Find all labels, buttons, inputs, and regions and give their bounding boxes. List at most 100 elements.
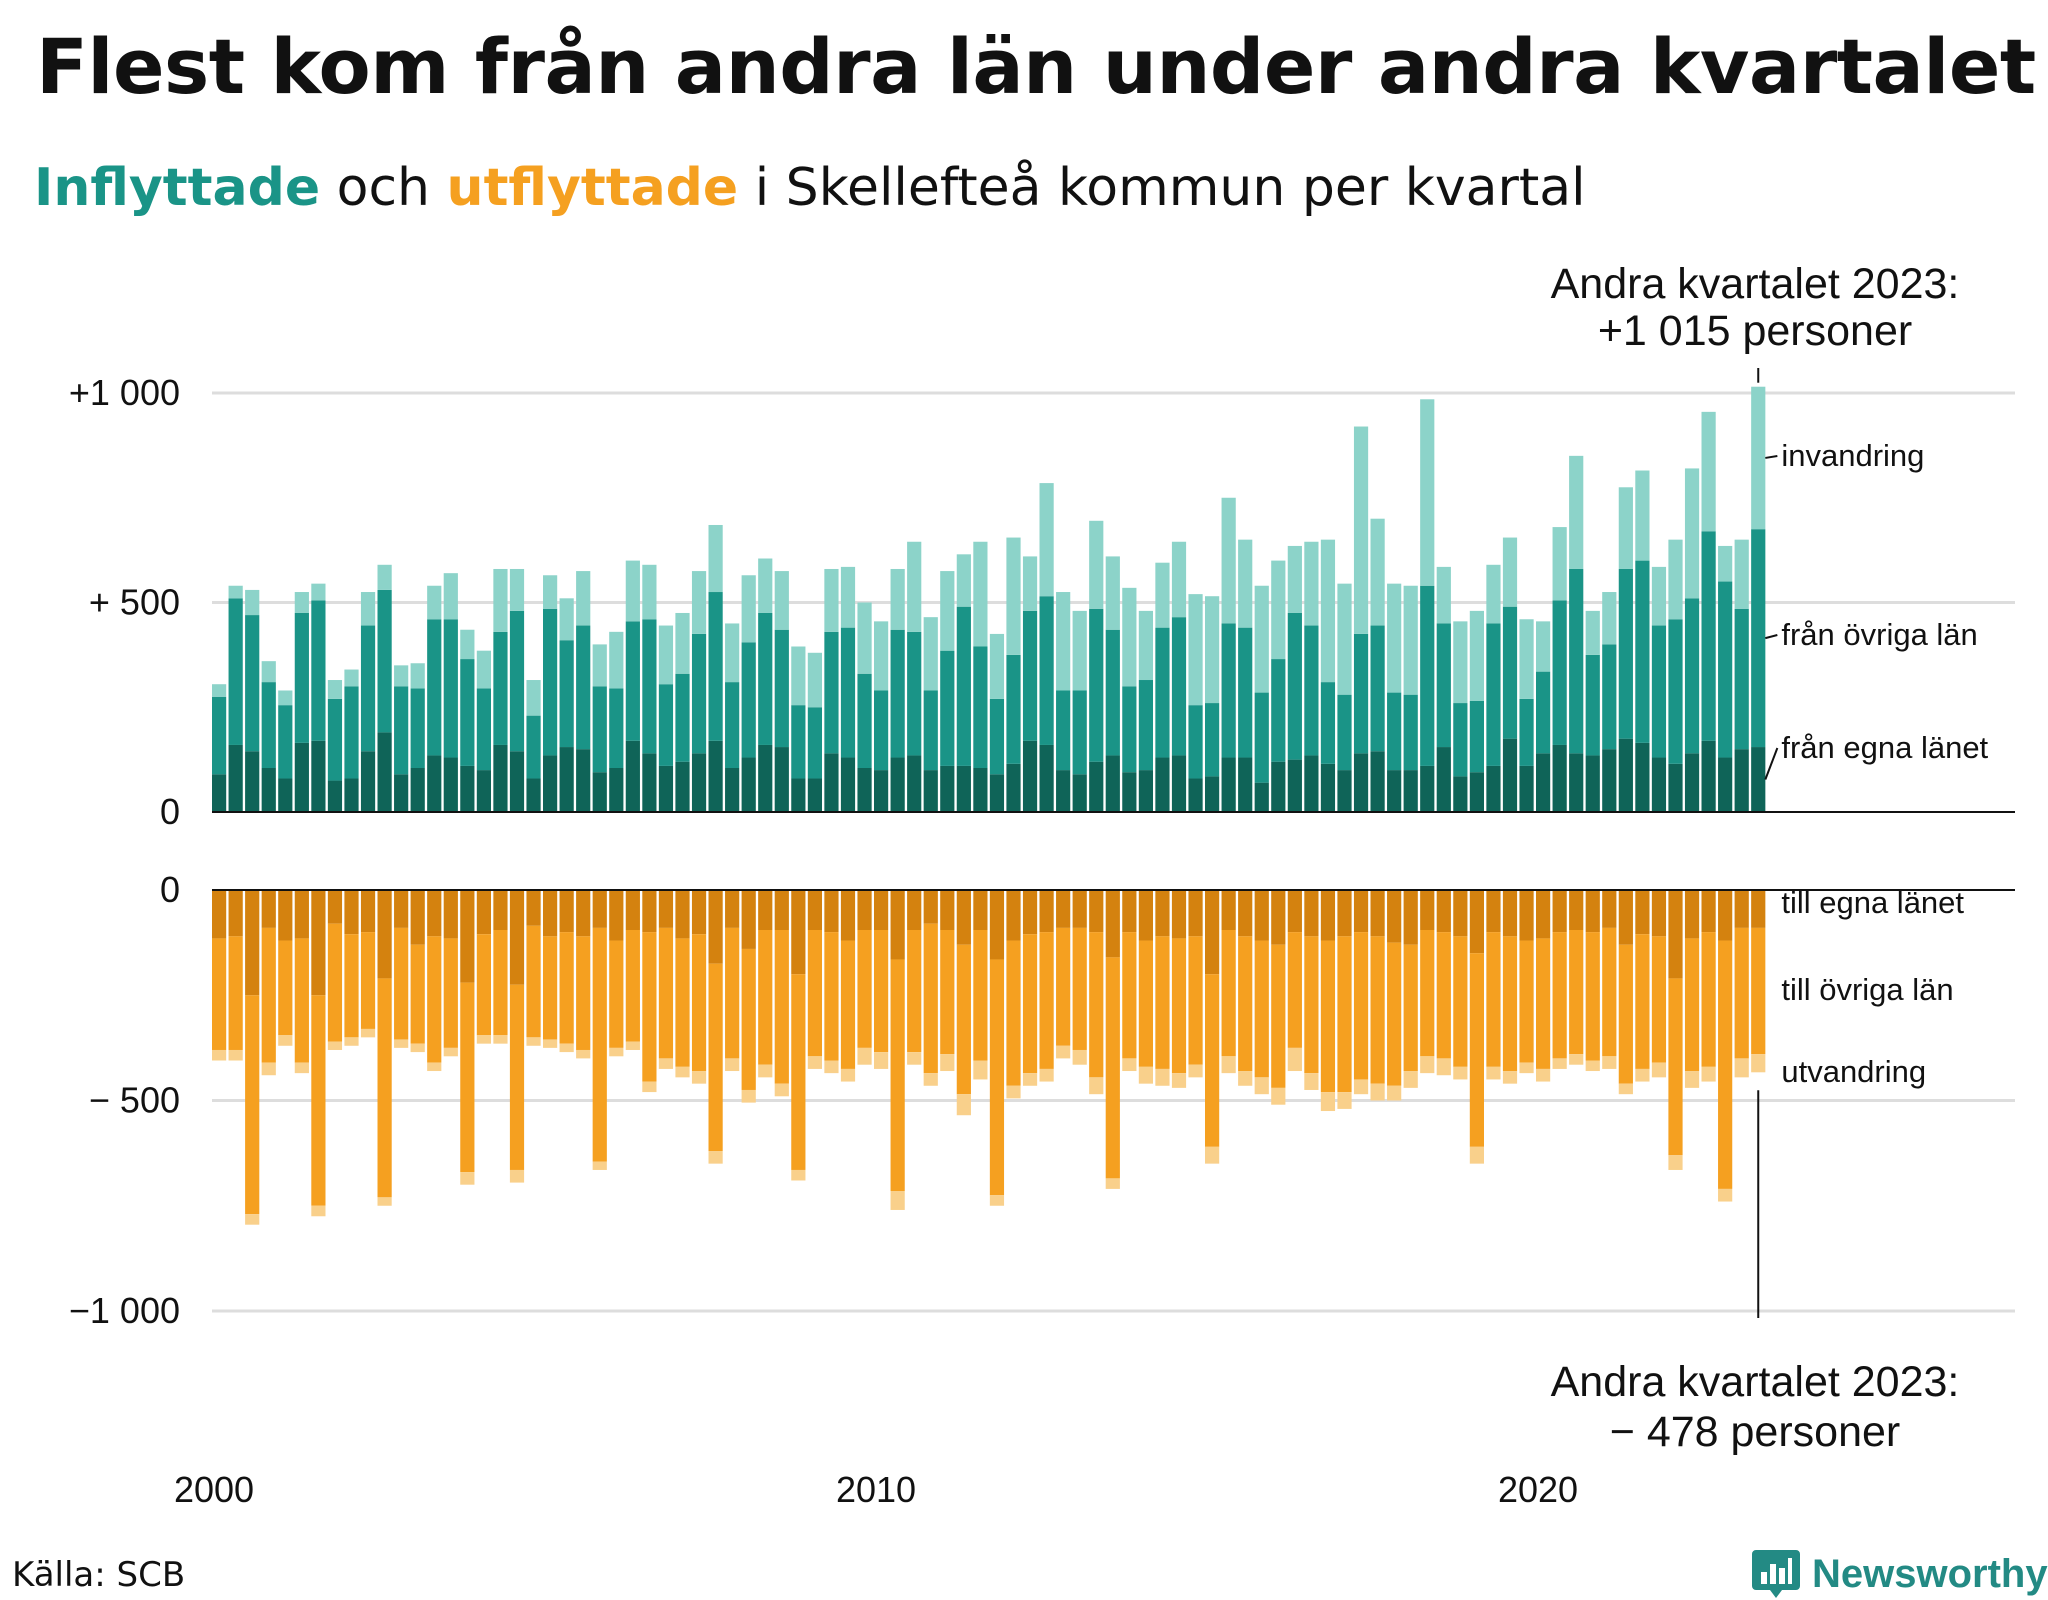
bar-out-0 xyxy=(1105,890,1120,958)
bar-in-1 xyxy=(1635,560,1650,743)
bar-in-2 xyxy=(476,650,491,689)
bar-in-2 xyxy=(1651,566,1667,626)
bar-in-1 xyxy=(1056,690,1071,771)
bar-out-2 xyxy=(840,1068,856,1082)
bar-out-0 xyxy=(1502,890,1518,937)
bar-in-1 xyxy=(675,673,690,762)
bar-out-2 xyxy=(559,1043,574,1053)
bar-in-2 xyxy=(1205,596,1220,704)
annotation-out-line1: Andra kvartalet 2023: xyxy=(1551,1358,1960,1406)
bar-out-2 xyxy=(874,1052,889,1069)
bar-out-1 xyxy=(1635,934,1650,1069)
bar-out-0 xyxy=(1585,890,1600,933)
bar-out-0 xyxy=(476,890,491,935)
bar-in-0 xyxy=(1536,753,1551,812)
bar-out-0 xyxy=(1056,890,1071,928)
bar-out-2 xyxy=(907,1052,922,1065)
bar-out-0 xyxy=(1718,890,1733,941)
series-label-leader xyxy=(1765,634,1778,640)
bar-in-0 xyxy=(625,740,640,812)
bar-in-2 xyxy=(1469,610,1484,701)
bar-in-0 xyxy=(1089,761,1104,812)
bar-in-1 xyxy=(923,690,938,771)
bar-out-0 xyxy=(625,890,640,930)
source-note: Källa: SCB xyxy=(12,1555,186,1595)
bar-out-1 xyxy=(807,929,822,1057)
bar-out-2 xyxy=(360,1028,376,1038)
bar-out-0 xyxy=(840,890,856,941)
bar-out-2 xyxy=(1519,1062,1534,1074)
y-tick-label: − 500 xyxy=(89,1080,180,1121)
bar-out-0 xyxy=(1138,890,1153,941)
bar-in-1 xyxy=(410,688,425,769)
bar-in-1 xyxy=(1536,671,1551,754)
x-tick-label: 2000 xyxy=(174,1469,254,1510)
bar-out-2 xyxy=(476,1035,491,1044)
bar-in-1 xyxy=(725,682,740,769)
bar-in-2 xyxy=(1751,386,1766,530)
bar-out-2 xyxy=(443,1047,458,1057)
bar-in-0 xyxy=(1205,776,1220,812)
bar-out-2 xyxy=(1138,1066,1153,1084)
bar-in-1 xyxy=(824,631,839,754)
bar-out-1 xyxy=(1221,929,1236,1057)
bar-out-0 xyxy=(294,890,309,939)
bar-out-0 xyxy=(1006,890,1021,941)
bar-in-1 xyxy=(658,684,674,766)
bar-in-0 xyxy=(1668,763,1683,812)
bar-out-2 xyxy=(526,1037,541,1046)
bar-out-2 xyxy=(1387,1085,1402,1101)
bar-in-2 xyxy=(1569,455,1584,569)
bar-in-2 xyxy=(1122,587,1137,687)
bar-out-0 xyxy=(592,890,607,928)
bar-in-2 xyxy=(741,575,756,643)
bar-out-1 xyxy=(427,936,442,1063)
bar-out-0 xyxy=(1171,890,1187,939)
bar-out-0 xyxy=(758,890,773,930)
bar-in-2 xyxy=(1403,585,1418,695)
bar-out-1 xyxy=(1387,942,1402,1086)
bar-out-0 xyxy=(360,890,376,933)
bar-in-1 xyxy=(543,608,558,756)
bar-in-0 xyxy=(1751,747,1766,812)
bar-in-0 xyxy=(1287,759,1302,812)
bar-out-0 xyxy=(1668,890,1683,979)
bar-out-1 xyxy=(1552,932,1567,1059)
bar-out-1 xyxy=(1370,936,1385,1084)
bar-out-0 xyxy=(973,890,988,930)
bar-out-2 xyxy=(1718,1188,1733,1202)
bar-in-0 xyxy=(874,770,889,812)
bar-out-2 xyxy=(1403,1071,1418,1088)
bar-out-1 xyxy=(1718,940,1733,1189)
bar-in-2 xyxy=(791,646,806,706)
bar-in-0 xyxy=(923,770,938,812)
bar-in-1 xyxy=(360,625,376,752)
bar-in-0 xyxy=(1072,774,1087,812)
bar-out-2 xyxy=(1287,1047,1302,1072)
bar-out-0 xyxy=(1271,890,1286,945)
bar-in-1 xyxy=(1320,682,1336,764)
bar-in-0 xyxy=(907,755,922,812)
bar-in-0 xyxy=(840,757,856,812)
y-tick-label: 0 xyxy=(160,791,180,832)
bar-out-2 xyxy=(1155,1068,1170,1086)
bar-in-2 xyxy=(890,568,905,630)
bar-in-2 xyxy=(807,652,822,708)
bar-out-2 xyxy=(691,1071,707,1084)
bar-out-0 xyxy=(1039,890,1054,933)
bar-out-0 xyxy=(394,890,409,928)
bar-out-0 xyxy=(228,890,243,937)
bar-out-2 xyxy=(212,1049,227,1061)
bar-in-1 xyxy=(1171,617,1187,756)
bar-in-1 xyxy=(228,598,243,745)
bar-out-1 xyxy=(725,927,740,1059)
bar-in-0 xyxy=(956,765,971,812)
bar-out-2 xyxy=(344,1037,359,1046)
bar-out-2 xyxy=(725,1058,740,1072)
bar-in-0 xyxy=(1403,770,1418,812)
bar-out-2 xyxy=(708,1151,723,1164)
bar-out-0 xyxy=(609,890,624,941)
bar-out-1 xyxy=(1238,936,1253,1072)
bar-in-1 xyxy=(1304,625,1319,756)
series-label-leader xyxy=(1765,455,1778,459)
